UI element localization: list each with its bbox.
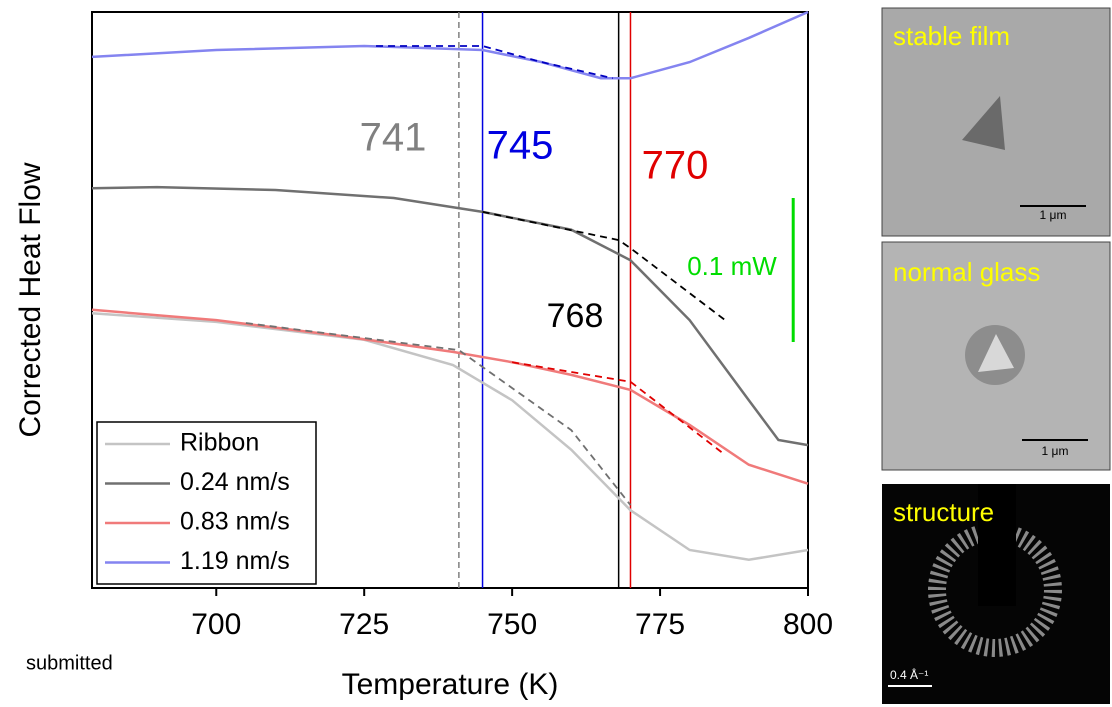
legend-label: 0.24 nm/s bbox=[180, 468, 290, 496]
plot-frame bbox=[91, 11, 809, 589]
panel-title: stable film bbox=[893, 21, 1010, 51]
series-line bbox=[91, 10, 809, 80]
legend-label: 1.19 nm/s bbox=[180, 547, 290, 575]
legend-label: Ribbon bbox=[180, 429, 259, 457]
tangent-line bbox=[376, 45, 613, 80]
x-tick-label: 725 bbox=[339, 608, 389, 641]
x-tick-label: 700 bbox=[191, 608, 241, 641]
x-tick-label: 800 bbox=[783, 608, 833, 641]
panel-scale: 1 μm bbox=[1040, 208, 1067, 222]
marker-label: 770 bbox=[642, 144, 709, 188]
panel-scale: 1 μm bbox=[1042, 444, 1069, 458]
tangent-line bbox=[482, 210, 726, 321]
indent bbox=[978, 334, 1014, 372]
legend-label: 0.83 nm/s bbox=[180, 508, 290, 536]
image-panels bbox=[881, 7, 1111, 704]
marker-label: 745 bbox=[487, 124, 554, 168]
indent bbox=[962, 96, 1005, 150]
tangent-line bbox=[245, 322, 632, 506]
marker-label: 741 bbox=[360, 116, 427, 160]
note: submitted bbox=[26, 652, 113, 674]
legend-box bbox=[96, 421, 317, 585]
series-line bbox=[91, 312, 809, 562]
tangent-line bbox=[511, 361, 726, 456]
panel-scale: 0.4 Å⁻¹ bbox=[890, 667, 928, 682]
panel-title: normal glass bbox=[893, 257, 1040, 287]
diffraction-ring bbox=[928, 523, 1062, 657]
y-axis-label: Corrected Heat Flow bbox=[14, 162, 47, 437]
series-line bbox=[91, 185, 809, 447]
beam-stop bbox=[978, 484, 1016, 606]
panel-image bbox=[881, 7, 1111, 237]
scale-bar-label: 0.1 mW bbox=[687, 251, 777, 281]
x-axis-label: Temperature (K) bbox=[342, 668, 559, 701]
x-tick-label: 775 bbox=[635, 608, 685, 641]
x-tick-label: 750 bbox=[487, 608, 537, 641]
marker-label: 768 bbox=[547, 297, 604, 335]
panel-title: structure bbox=[893, 497, 994, 527]
